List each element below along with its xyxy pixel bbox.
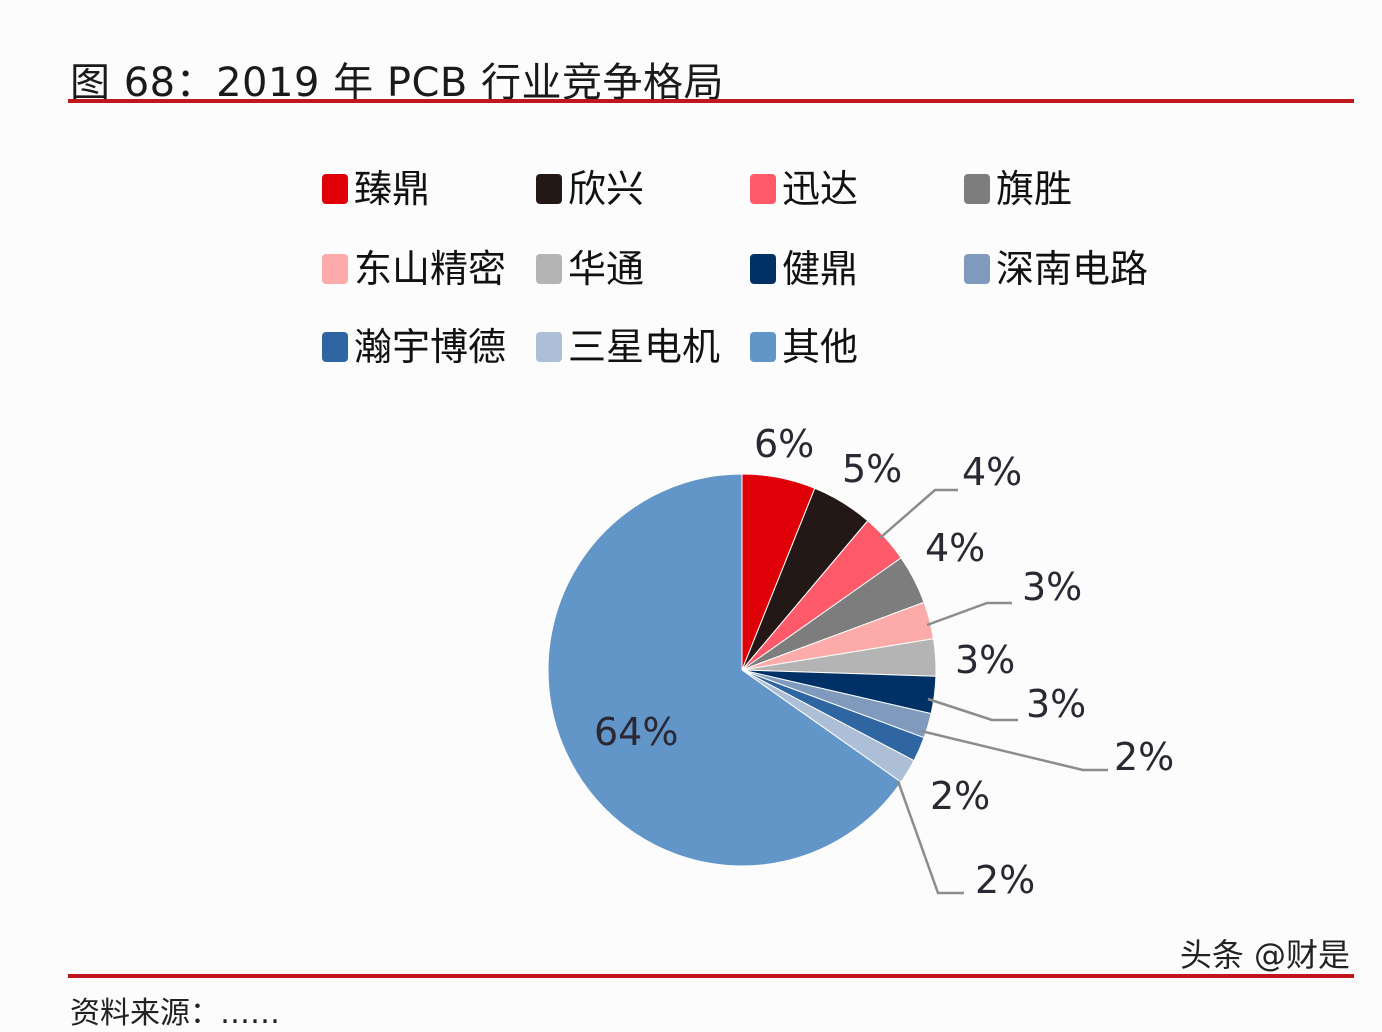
legend-label: 华通	[568, 247, 645, 291]
data-label: 3%	[955, 638, 1015, 682]
legend-swatch	[964, 174, 990, 204]
legend-label: 旗胜	[996, 167, 1073, 211]
legend-item: 欣兴	[536, 170, 644, 208]
legend-swatch	[322, 254, 348, 284]
legend-item: 其他	[750, 328, 858, 366]
legend-swatch	[750, 174, 776, 204]
figure-title: 图 68：2019 年 PCB 行业竞争格局	[70, 60, 725, 106]
legend-swatch	[964, 254, 990, 284]
legend-label: 深南电路	[996, 247, 1149, 291]
legend-swatch	[536, 174, 562, 204]
legend-label: 瀚宇博德	[354, 325, 507, 369]
pie-chart: 6%5% 4%4%3%3%3%2%2%2%64%	[547, 422, 1174, 902]
legend-item: 臻鼎	[322, 170, 430, 208]
data-label: 64%	[594, 710, 678, 754]
data-label: 5%	[842, 447, 902, 491]
legend-swatch	[322, 332, 348, 362]
legend-item: 深南电路	[964, 250, 1148, 288]
data-label: 2%	[1114, 735, 1174, 779]
data-label: 2%	[975, 858, 1035, 902]
legend-item: 三星电机	[536, 328, 720, 366]
legend-item: 瀚宇博德	[322, 328, 506, 366]
leader-line	[926, 601, 1012, 627]
leader-line	[879, 488, 958, 539]
legend-item: 迅达	[750, 170, 858, 208]
legend-item: 健鼎	[750, 250, 858, 288]
footer-divider	[68, 974, 1354, 978]
data-label: 4%	[962, 450, 1022, 494]
data-label: 4%	[925, 526, 985, 570]
legend-item: 旗胜	[964, 170, 1072, 208]
legend-label: 东山精密	[354, 247, 507, 291]
legend-swatch	[750, 254, 776, 284]
legend-label: 臻鼎	[354, 167, 431, 211]
watermark: 头条 @财是	[1179, 936, 1350, 974]
data-label: 6%	[754, 422, 814, 466]
data-label: 3%	[1026, 682, 1086, 726]
legend-label: 其他	[782, 325, 859, 369]
legend-label: 迅达	[782, 167, 859, 211]
legend-label: 欣兴	[568, 167, 645, 211]
legend-item: 华通	[536, 250, 644, 288]
pie-slice	[547, 473, 902, 867]
leader-line	[927, 697, 1018, 722]
leader-line	[920, 729, 1108, 772]
data-label: 3%	[1022, 565, 1082, 609]
title-divider	[68, 99, 1354, 103]
legend-swatch	[322, 174, 348, 204]
source-note-cutoff: 资料来源：……	[70, 996, 280, 1031]
legend-label: 健鼎	[782, 247, 859, 291]
legend-swatch	[536, 254, 562, 284]
leader-line	[896, 780, 964, 895]
data-label: 2%	[930, 774, 990, 818]
legend-swatch	[750, 332, 776, 362]
legend-item: 东山精密	[322, 250, 506, 288]
legend-label: 三星电机	[568, 325, 721, 369]
legend-swatch	[536, 332, 562, 362]
